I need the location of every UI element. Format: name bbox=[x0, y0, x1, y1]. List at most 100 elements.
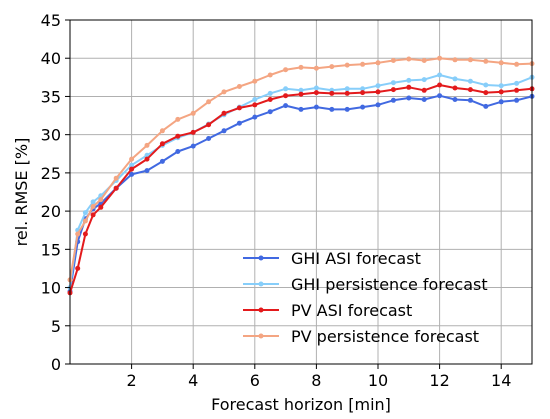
data-point bbox=[283, 67, 289, 73]
data-point bbox=[390, 87, 396, 93]
data-point bbox=[90, 199, 96, 205]
data-point bbox=[98, 197, 104, 203]
data-point bbox=[344, 90, 350, 96]
data-point bbox=[82, 231, 88, 237]
data-point bbox=[267, 90, 273, 96]
data-point bbox=[360, 90, 366, 96]
data-point bbox=[236, 105, 242, 111]
data-point bbox=[206, 122, 212, 128]
data-point bbox=[437, 82, 443, 88]
data-point bbox=[360, 104, 366, 110]
data-point bbox=[406, 95, 412, 101]
y-tick-label: 5 bbox=[51, 317, 61, 336]
legend-swatch-marker bbox=[258, 255, 264, 261]
data-point bbox=[329, 106, 335, 112]
data-point bbox=[190, 129, 196, 135]
data-point bbox=[483, 90, 489, 96]
data-point bbox=[514, 87, 520, 93]
data-point bbox=[406, 56, 412, 62]
x-tick-label: 4 bbox=[188, 371, 198, 390]
data-point bbox=[236, 120, 242, 126]
data-point bbox=[252, 97, 258, 102]
x-tick-label: 6 bbox=[250, 371, 260, 390]
data-point bbox=[375, 83, 381, 89]
legend-swatch-marker bbox=[258, 333, 264, 339]
data-point bbox=[514, 61, 520, 67]
data-point bbox=[75, 265, 81, 271]
data-point bbox=[144, 142, 150, 148]
data-point bbox=[344, 62, 350, 68]
data-point bbox=[437, 55, 443, 61]
data-point bbox=[298, 87, 304, 93]
data-point bbox=[467, 97, 473, 103]
data-point bbox=[406, 77, 412, 83]
data-point bbox=[498, 99, 504, 105]
data-point bbox=[221, 128, 227, 134]
legend-label: GHI persistence forecast bbox=[291, 275, 488, 294]
plot-frame bbox=[69, 19, 533, 365]
series-group bbox=[67, 55, 535, 296]
data-point bbox=[129, 162, 135, 168]
data-point bbox=[360, 86, 366, 92]
y-tick-label: 35 bbox=[41, 87, 61, 106]
data-point bbox=[483, 103, 489, 109]
axes: 2 4 6 8 10 12 14 0 5 10 15 20 25 30 35 40 45 bbox=[41, 11, 533, 390]
data-point bbox=[144, 168, 150, 174]
data-point bbox=[467, 87, 473, 93]
data-point bbox=[206, 136, 212, 141]
y-tick-label: 0 bbox=[51, 355, 61, 374]
y-axis-title: rel. RMSE [%] bbox=[12, 138, 31, 247]
data-point bbox=[467, 78, 473, 84]
legend-swatch-marker bbox=[258, 307, 264, 313]
data-point bbox=[437, 93, 443, 99]
y-tick-label: 20 bbox=[41, 202, 61, 221]
data-point bbox=[206, 99, 212, 105]
data-point bbox=[75, 231, 81, 237]
x-tick-label: 10 bbox=[368, 371, 388, 390]
data-point bbox=[298, 91, 304, 97]
data-point bbox=[98, 204, 104, 210]
data-point bbox=[483, 58, 489, 64]
data-point bbox=[406, 84, 412, 90]
data-point bbox=[82, 210, 88, 216]
data-point bbox=[313, 104, 319, 110]
data-point bbox=[159, 128, 165, 134]
data-point bbox=[252, 78, 258, 84]
data-point bbox=[113, 185, 119, 191]
data-point bbox=[159, 141, 165, 147]
data-point bbox=[467, 57, 473, 63]
data-point bbox=[313, 90, 319, 96]
data-point bbox=[159, 158, 165, 164]
y-tick-label: 30 bbox=[41, 126, 61, 145]
data-point bbox=[175, 116, 181, 122]
data-point bbox=[221, 89, 227, 95]
legend-swatch-marker bbox=[258, 281, 264, 287]
data-point bbox=[498, 83, 504, 89]
y-tick-label: 15 bbox=[41, 240, 61, 259]
data-point bbox=[344, 106, 350, 112]
data-point bbox=[498, 89, 504, 95]
y-tick-label: 40 bbox=[41, 49, 61, 68]
data-point bbox=[390, 80, 396, 86]
legend: GHI ASI forecast GHI persistence forecast… bbox=[243, 249, 488, 346]
data-point bbox=[421, 58, 427, 63]
data-point bbox=[329, 64, 335, 70]
legend-label: GHI ASI forecast bbox=[291, 249, 421, 268]
data-point bbox=[452, 85, 458, 91]
data-point bbox=[344, 86, 350, 92]
x-tick-label: 2 bbox=[127, 371, 137, 390]
data-point bbox=[375, 102, 381, 108]
data-point bbox=[360, 61, 366, 67]
data-point bbox=[421, 87, 427, 93]
data-point bbox=[390, 97, 396, 103]
data-point bbox=[329, 90, 335, 96]
data-point bbox=[390, 58, 396, 63]
legend-label: PV ASI forecast bbox=[291, 301, 412, 320]
x-tick-label: 14 bbox=[491, 371, 511, 390]
data-point bbox=[283, 86, 289, 92]
data-point bbox=[437, 72, 443, 78]
data-point bbox=[221, 110, 227, 116]
data-point bbox=[298, 64, 304, 70]
data-point bbox=[190, 110, 196, 116]
data-point bbox=[283, 93, 289, 99]
